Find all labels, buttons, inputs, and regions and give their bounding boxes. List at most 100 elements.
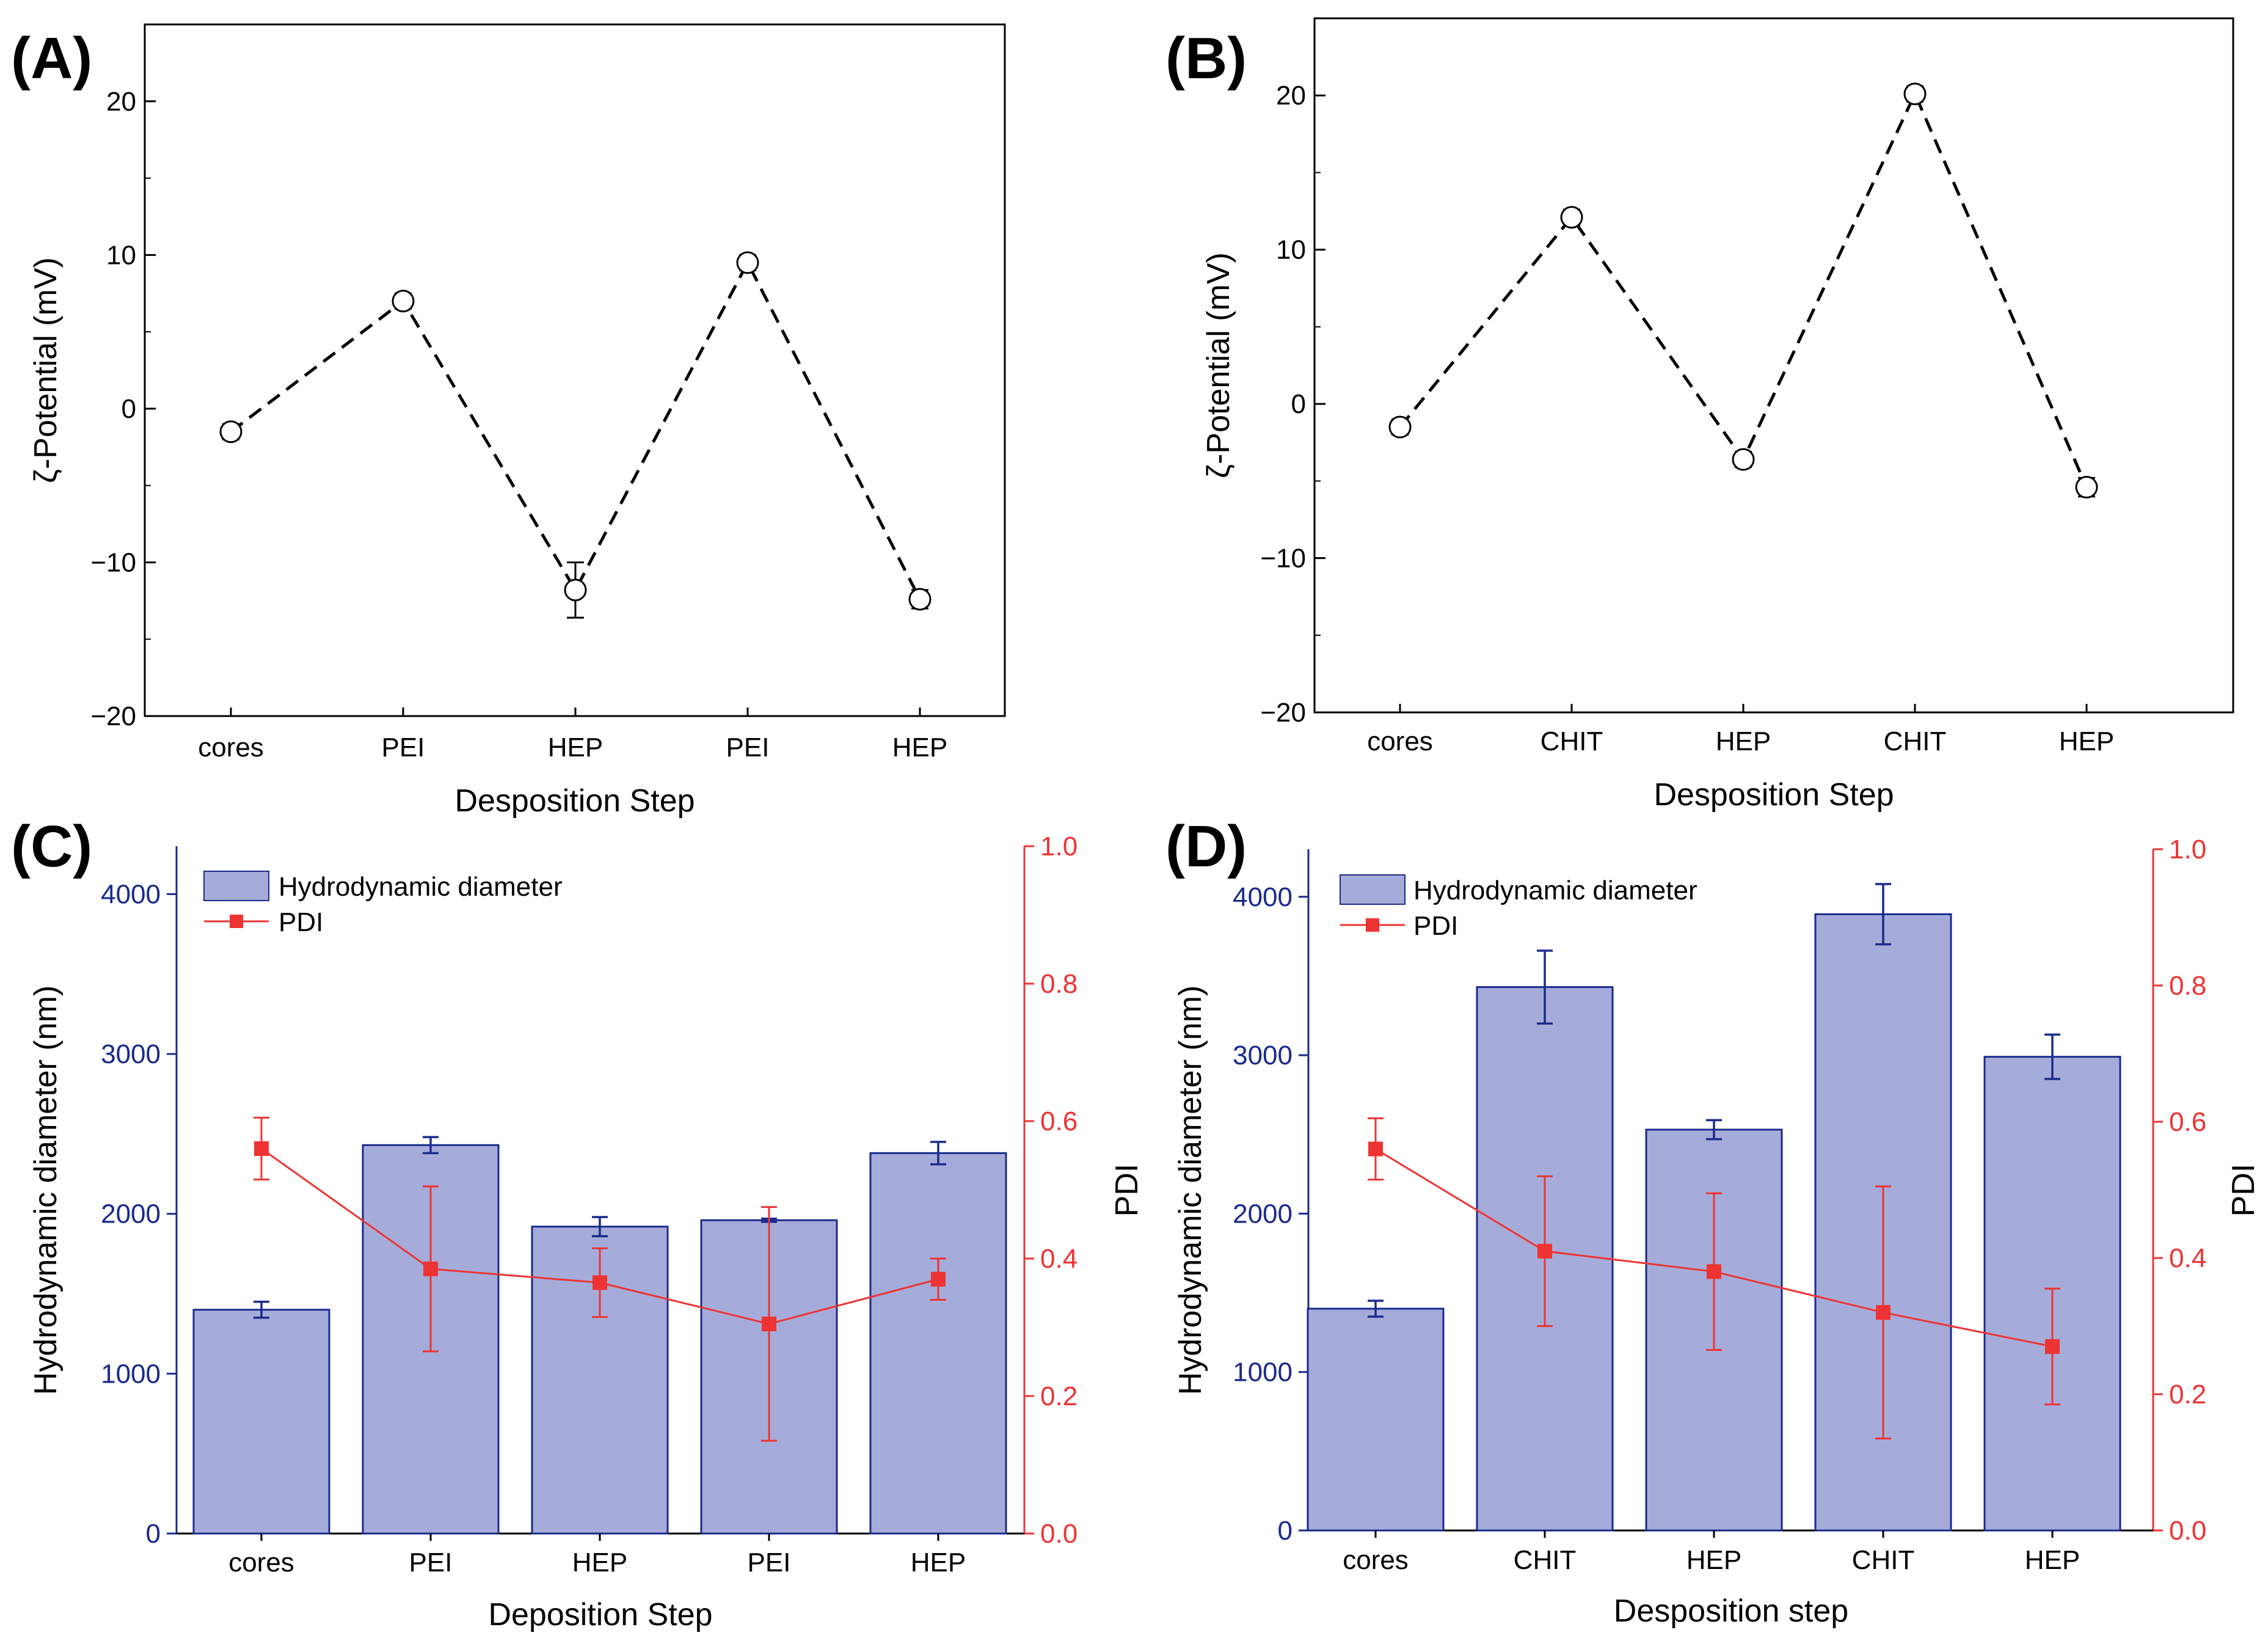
panel-a-xtick-label: HEP <box>548 733 603 762</box>
panel-a-data-point <box>736 251 759 274</box>
panel-d-x-label: Desposition step <box>1614 1593 1848 1629</box>
panel-c-ytick-label: 0 <box>146 1519 161 1549</box>
panel-c-y-axis: 0 1000 2000 3000 4000 <box>101 879 177 1549</box>
panel-a-data-point <box>219 420 242 444</box>
panel-c-xtick-label: HEP <box>572 1548 627 1578</box>
panel-c-xtick-label: PEI <box>409 1548 453 1578</box>
panel-c-pdi-point <box>762 1316 776 1331</box>
panel-d-ytick-label: 1000 <box>1233 1358 1293 1388</box>
panel-c-y2tick-label: 0.4 <box>1040 1244 1077 1274</box>
panel-d-ytick-label: 3000 <box>1233 1040 1293 1070</box>
panel-d-pdi-point <box>1876 1305 1891 1320</box>
panel-d-pdi-point <box>1537 1243 1552 1259</box>
panel-b-ytick-label: 10 <box>1276 235 1306 265</box>
panel-b-ytick-label: 0 <box>1291 389 1306 419</box>
panel-a-ytick-label: −10 <box>90 547 136 577</box>
panel-c-legend-pdi: PDI <box>279 907 323 937</box>
panel-b-data-point <box>1388 415 1412 439</box>
panel-a-x-label: Desposition Step <box>454 783 695 819</box>
panel-c-xtick-label: PEI <box>748 1548 791 1578</box>
panel-d-xtick-label: CHIT <box>1514 1545 1577 1575</box>
panel-d-y-label: Hydrodynamic diameter (nm) <box>1173 985 1208 1395</box>
panel-d-ytick-label: 0 <box>1278 1516 1293 1546</box>
panel-d-pdi-point <box>1707 1264 1721 1279</box>
panel-a-data-marks <box>219 251 932 619</box>
panel-b-data-point <box>2075 475 2098 499</box>
panel-d-y2tick-label: 0.8 <box>2169 971 2206 1001</box>
panel-b-plot-frame <box>1313 17 2234 714</box>
panel-d-legend: Hydrodynamic diameter PDI <box>1340 874 1697 941</box>
panel-d-legend-diameter: Hydrodynamic diameter <box>1413 876 1697 905</box>
panel-b-xtick-label: CHIT <box>1884 726 1947 756</box>
panel-a-ytick-label: −20 <box>90 701 136 731</box>
panel-b-label: (B) <box>1165 26 1247 91</box>
panel-d-y-axis: 0 1000 2000 3000 4000 <box>1233 882 1308 1546</box>
panel-b-y-axis: −20 −10 0 10 20 <box>1260 18 1325 728</box>
panel-b-data-point <box>1903 82 1927 106</box>
panel-c-pdi-point <box>254 1141 269 1156</box>
panel-a-zeta-chart: (A) −20 −10 0 10 20 cores PEI HEP PEI HEP Despos… <box>11 23 1006 819</box>
panel-c-bar <box>192 1309 330 1535</box>
panel-d-y2tick-label: 0.6 <box>2169 1107 2206 1137</box>
panel-d-legend-pdi: PDI <box>1413 911 1458 941</box>
panel-c-ytick-label: 1000 <box>101 1359 161 1389</box>
panel-a-series-line <box>230 259 922 600</box>
panel-c-legend-bar-swatch <box>203 871 269 901</box>
panel-b-xtick-label: CHIT <box>1541 726 1603 756</box>
panel-c-x-axis: cores PEI HEP PEI HEP <box>228 1534 966 1578</box>
panel-d-x-axis: cores CHIT HEP CHIT HEP <box>1343 1530 2080 1575</box>
panel-d-y2-label: PDI <box>2226 1164 2261 1217</box>
panel-d-y2tick-label: 0.4 <box>2169 1243 2206 1273</box>
panel-c-x-label: Deposition Step <box>488 1597 712 1633</box>
panel-c-pdi-point <box>593 1275 607 1290</box>
panel-d-label: (D) <box>1165 814 1247 879</box>
panel-c-ytick-label: 4000 <box>101 879 161 909</box>
panel-d-y2-axis: 0.0 0.2 0.4 0.6 0.8 1.0 <box>2153 835 2206 1546</box>
panel-a-y-label: ζ-Potential (mV) <box>28 257 64 483</box>
panel-d-xtick-label: HEP <box>2025 1545 2080 1575</box>
panel-a-data-point <box>908 588 932 611</box>
panel-c-y2tick-label: 0.8 <box>1040 969 1077 999</box>
panel-b-zeta-chart: (B) −20 −10 0 10 20 cores CHIT HEP CHIT HEP Desp… <box>1165 17 2234 813</box>
panel-c-y2tick-label: 0.0 <box>1040 1519 1077 1549</box>
panel-d-xtick-label: HEP <box>1686 1545 1741 1575</box>
panel-c-y-label: Hydrodynamic diameter (nm) <box>28 985 64 1395</box>
panel-d-ytick-label: 2000 <box>1233 1199 1293 1229</box>
panel-a-data-point <box>564 579 587 602</box>
panel-c-ytick-label: 3000 <box>101 1039 161 1069</box>
panel-c-legend-diameter: Hydrodynamic diameter <box>279 872 563 902</box>
panel-c-xtick-label: HEP <box>911 1548 966 1578</box>
panel-d-legend-bar-swatch <box>1340 874 1406 905</box>
panel-d-xtick-label: CHIT <box>1852 1545 1915 1575</box>
panel-a-xtick-label: cores <box>198 733 264 762</box>
panel-d-y2tick-label: 1.0 <box>2169 835 2206 865</box>
panel-c-diameter-pdi-chart: (C) 0 1000 2000 3000 4000 0.0 0.2 0.4 0.6 0.8 1.0… <box>11 814 1145 1633</box>
panel-b-ytick-label: 20 <box>1276 81 1306 111</box>
panel-d-pdi-point <box>1368 1141 1383 1157</box>
panel-b-ytick-label: −10 <box>1260 544 1306 574</box>
panel-b-y-label: ζ-Potential (mV) <box>1201 252 1236 478</box>
panel-b-data-point <box>1560 206 1583 229</box>
panel-d-legend-pdi-marker <box>1366 918 1379 932</box>
panel-d-xtick-label: cores <box>1343 1545 1409 1575</box>
panel-c-y2tick-label: 1.0 <box>1040 832 1077 861</box>
panel-b-xtick-label: HEP <box>2059 726 2114 756</box>
panel-a-xtick-label: PEI <box>726 733 770 762</box>
panel-c-y2tick-label: 0.6 <box>1040 1106 1077 1136</box>
panel-d-bars <box>1307 883 2121 1532</box>
panel-b-x-label: Desposition Step <box>1654 777 1894 813</box>
panel-c-y2tick-label: 0.2 <box>1040 1381 1077 1411</box>
panel-b-series-line <box>1399 90 2088 488</box>
panel-d-ytick-label: 4000 <box>1233 882 1293 912</box>
panel-c-bar <box>869 1152 1007 1535</box>
panel-d-pdi-series <box>1368 1117 2060 1439</box>
panel-a-xtick-label: PEI <box>382 733 425 762</box>
panel-c-xtick-label: cores <box>228 1548 294 1578</box>
panel-c-label: (C) <box>11 814 92 879</box>
panel-b-data-point <box>1732 448 1755 471</box>
panel-c-legend-pdi-marker <box>230 915 243 928</box>
panel-c-y2-axis: 0.0 0.2 0.4 0.6 0.8 1.0 <box>1024 832 1077 1549</box>
panel-c-bars <box>192 1136 1007 1535</box>
panel-b-xtick-label: HEP <box>1716 726 1771 756</box>
